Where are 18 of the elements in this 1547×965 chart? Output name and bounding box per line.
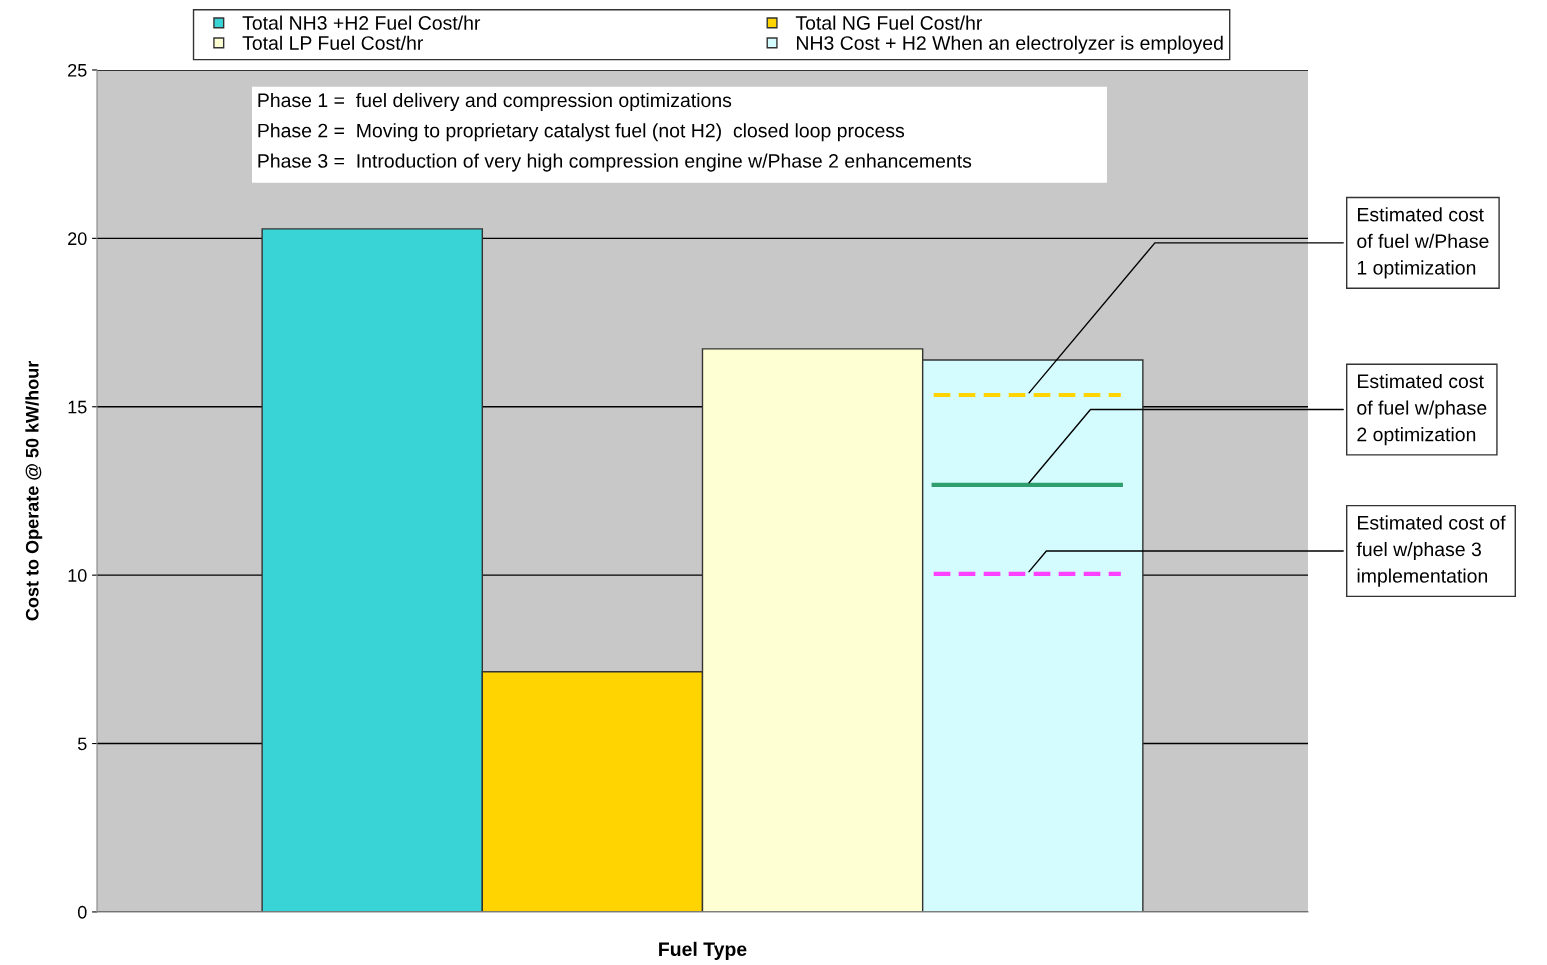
ref-line-label: Estimated cost of fuel w/phase 3 implementation xyxy=(1356,515,1506,587)
annotation: Phase 2 = Moving to proprietary catalyst fuel (not H2) closed loop process xyxy=(258,123,905,142)
legend-label: NH3 Cost + H2 When an electrolyzer is employed xyxy=(797,35,1223,54)
y-tick-label: 0 xyxy=(77,905,87,919)
x-axis-title: Fuel Type xyxy=(659,941,747,960)
legend-label: Total LP Fuel Cost/hr xyxy=(242,35,424,50)
ref-line-label: Estimated cost of fuel w/Phase 1 optimization xyxy=(1357,207,1489,279)
y-tick-label: 20 xyxy=(68,232,87,246)
ref-line-label: Estimated cost of fuel w/phase 2 optimization xyxy=(1357,373,1487,446)
y-tick-label: 15 xyxy=(68,400,87,414)
annotation: Phase 1 = fuel delivery and compression optimizations xyxy=(258,92,732,112)
legend-label: Total NH3 +H2 Fuel Cost/hr xyxy=(242,15,481,30)
legend-label: Total NG Fuel Cost/hr xyxy=(795,15,983,30)
y-tick-label: 10 xyxy=(68,569,87,582)
y-tick-label: 5 xyxy=(77,737,87,751)
y-tick-label: 25 xyxy=(68,63,87,77)
y-axis-title: Cost to Operate @ 50 kW/hour xyxy=(25,361,43,621)
annotation: Phase 3 = Introduction of very high compression engine w/Phase 2 enhancements xyxy=(258,153,972,172)
